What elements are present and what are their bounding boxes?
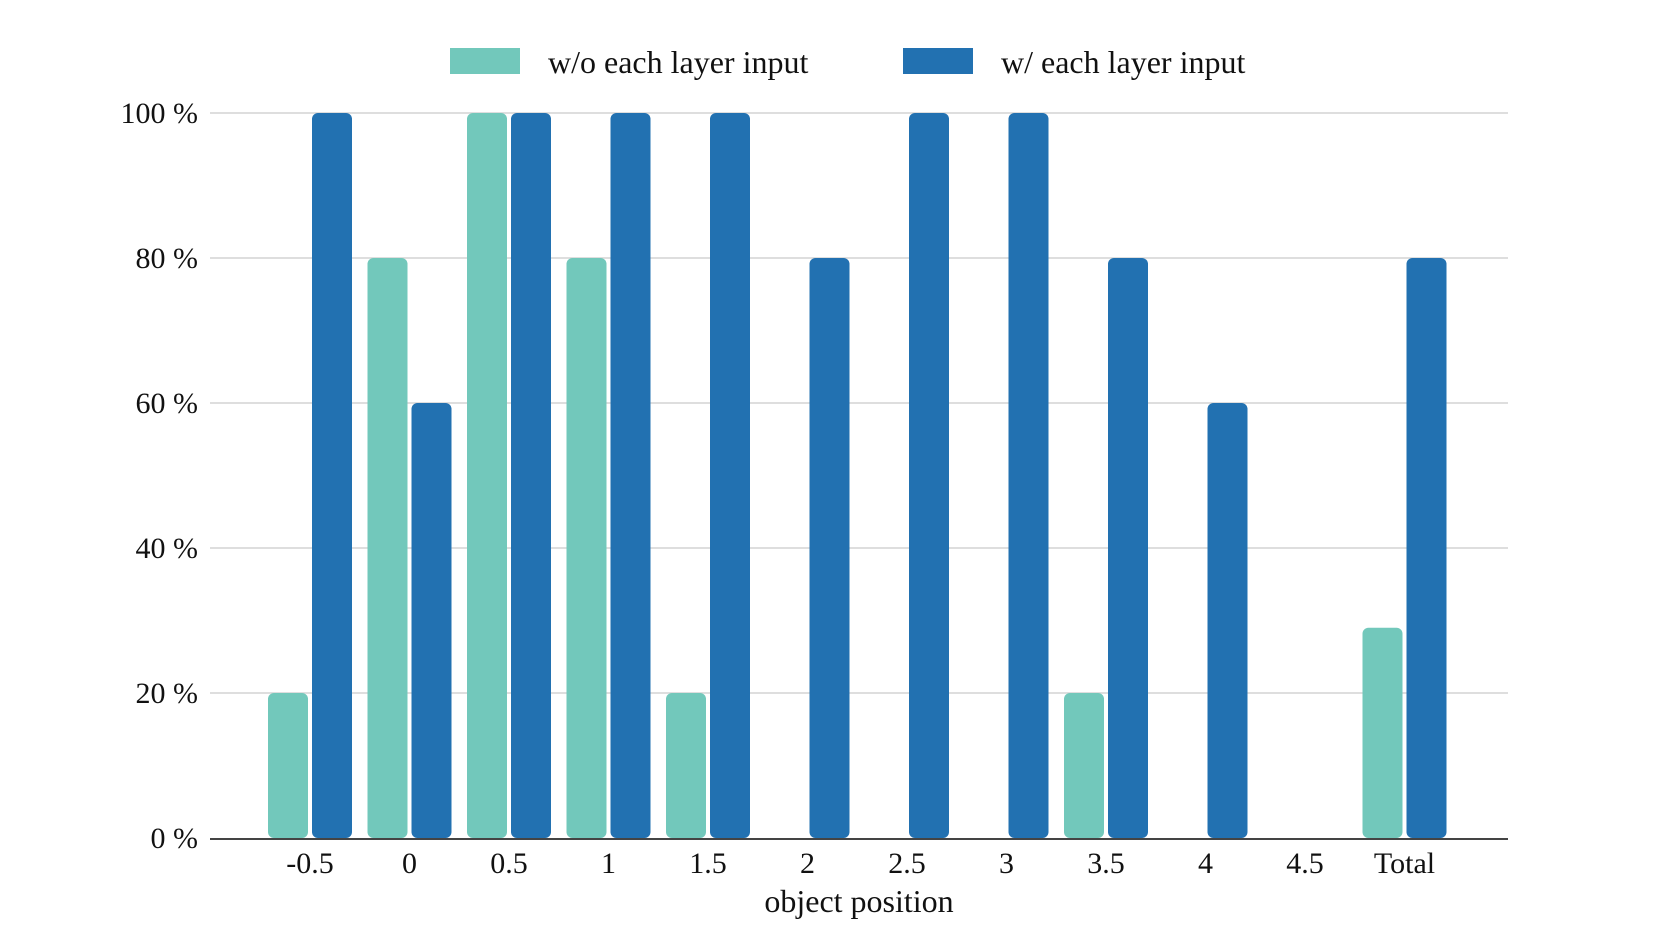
x-tick-label: 2.5 — [888, 847, 926, 880]
bar-without-layer-input — [566, 258, 607, 838]
x-tick-label: 1 — [601, 847, 616, 880]
bar-without-layer-input — [666, 693, 706, 838]
x-tick-label: Total — [1374, 847, 1435, 880]
y-tick-label: 0 % — [151, 822, 199, 855]
bar-with-layer-input — [1207, 403, 1248, 838]
legend-label-without-layer-input: w/o each layer input — [548, 44, 808, 80]
bar-with-layer-input — [809, 258, 850, 838]
legend-swatch-with-layer-input — [903, 48, 973, 74]
bar-with-layer-input — [312, 113, 352, 838]
bars — [268, 113, 1447, 838]
bar-with-layer-input — [1406, 258, 1447, 838]
x-tick-label: 2 — [800, 847, 815, 880]
x-tick-label: 0 — [402, 847, 417, 880]
bar-with-layer-input — [1008, 113, 1049, 838]
bar-with-layer-input — [610, 113, 651, 838]
x-tick-label: 3 — [999, 847, 1014, 880]
bar-without-layer-input — [1362, 627, 1403, 838]
bar-without-layer-input — [367, 258, 408, 838]
x-tick-label: 1.5 — [689, 847, 727, 880]
bar-with-layer-input — [511, 113, 551, 838]
bar-with-layer-input — [909, 113, 949, 838]
y-tick-label: 40 % — [136, 532, 199, 565]
x-tick-label: 0.5 — [490, 847, 528, 880]
legend-label-with-layer-input: w/ each layer input — [1001, 44, 1245, 80]
y-tick-label: 20 % — [136, 677, 199, 710]
x-axis-tick-labels: -0.5 0 0.5 1 1.5 2 2.5 3 3.5 4 4.5 Total — [286, 847, 1435, 880]
y-axis-tick-labels: 0 % 20 % 40 % 60 % 80 % 100 % — [121, 97, 199, 855]
bar-with-layer-input — [710, 113, 750, 838]
bar-without-layer-input — [467, 113, 507, 838]
bar-with-layer-input — [1108, 258, 1148, 838]
x-axis-title: object position — [764, 883, 953, 919]
x-tick-label: 3.5 — [1087, 847, 1125, 880]
x-tick-label: 4.5 — [1286, 847, 1324, 880]
legend-swatch-without-layer-input — [450, 48, 520, 74]
y-tick-label: 100 % — [121, 97, 199, 130]
x-tick-label: -0.5 — [286, 847, 334, 880]
y-tick-label: 60 % — [136, 387, 199, 420]
y-tick-label: 80 % — [136, 242, 199, 275]
bar-without-layer-input — [1064, 693, 1104, 838]
legend: w/o each layer input w/ each layer input — [450, 44, 1245, 80]
bar-with-layer-input — [411, 403, 452, 838]
bar-without-layer-input — [268, 693, 308, 838]
x-tick-label: 4 — [1198, 847, 1213, 880]
